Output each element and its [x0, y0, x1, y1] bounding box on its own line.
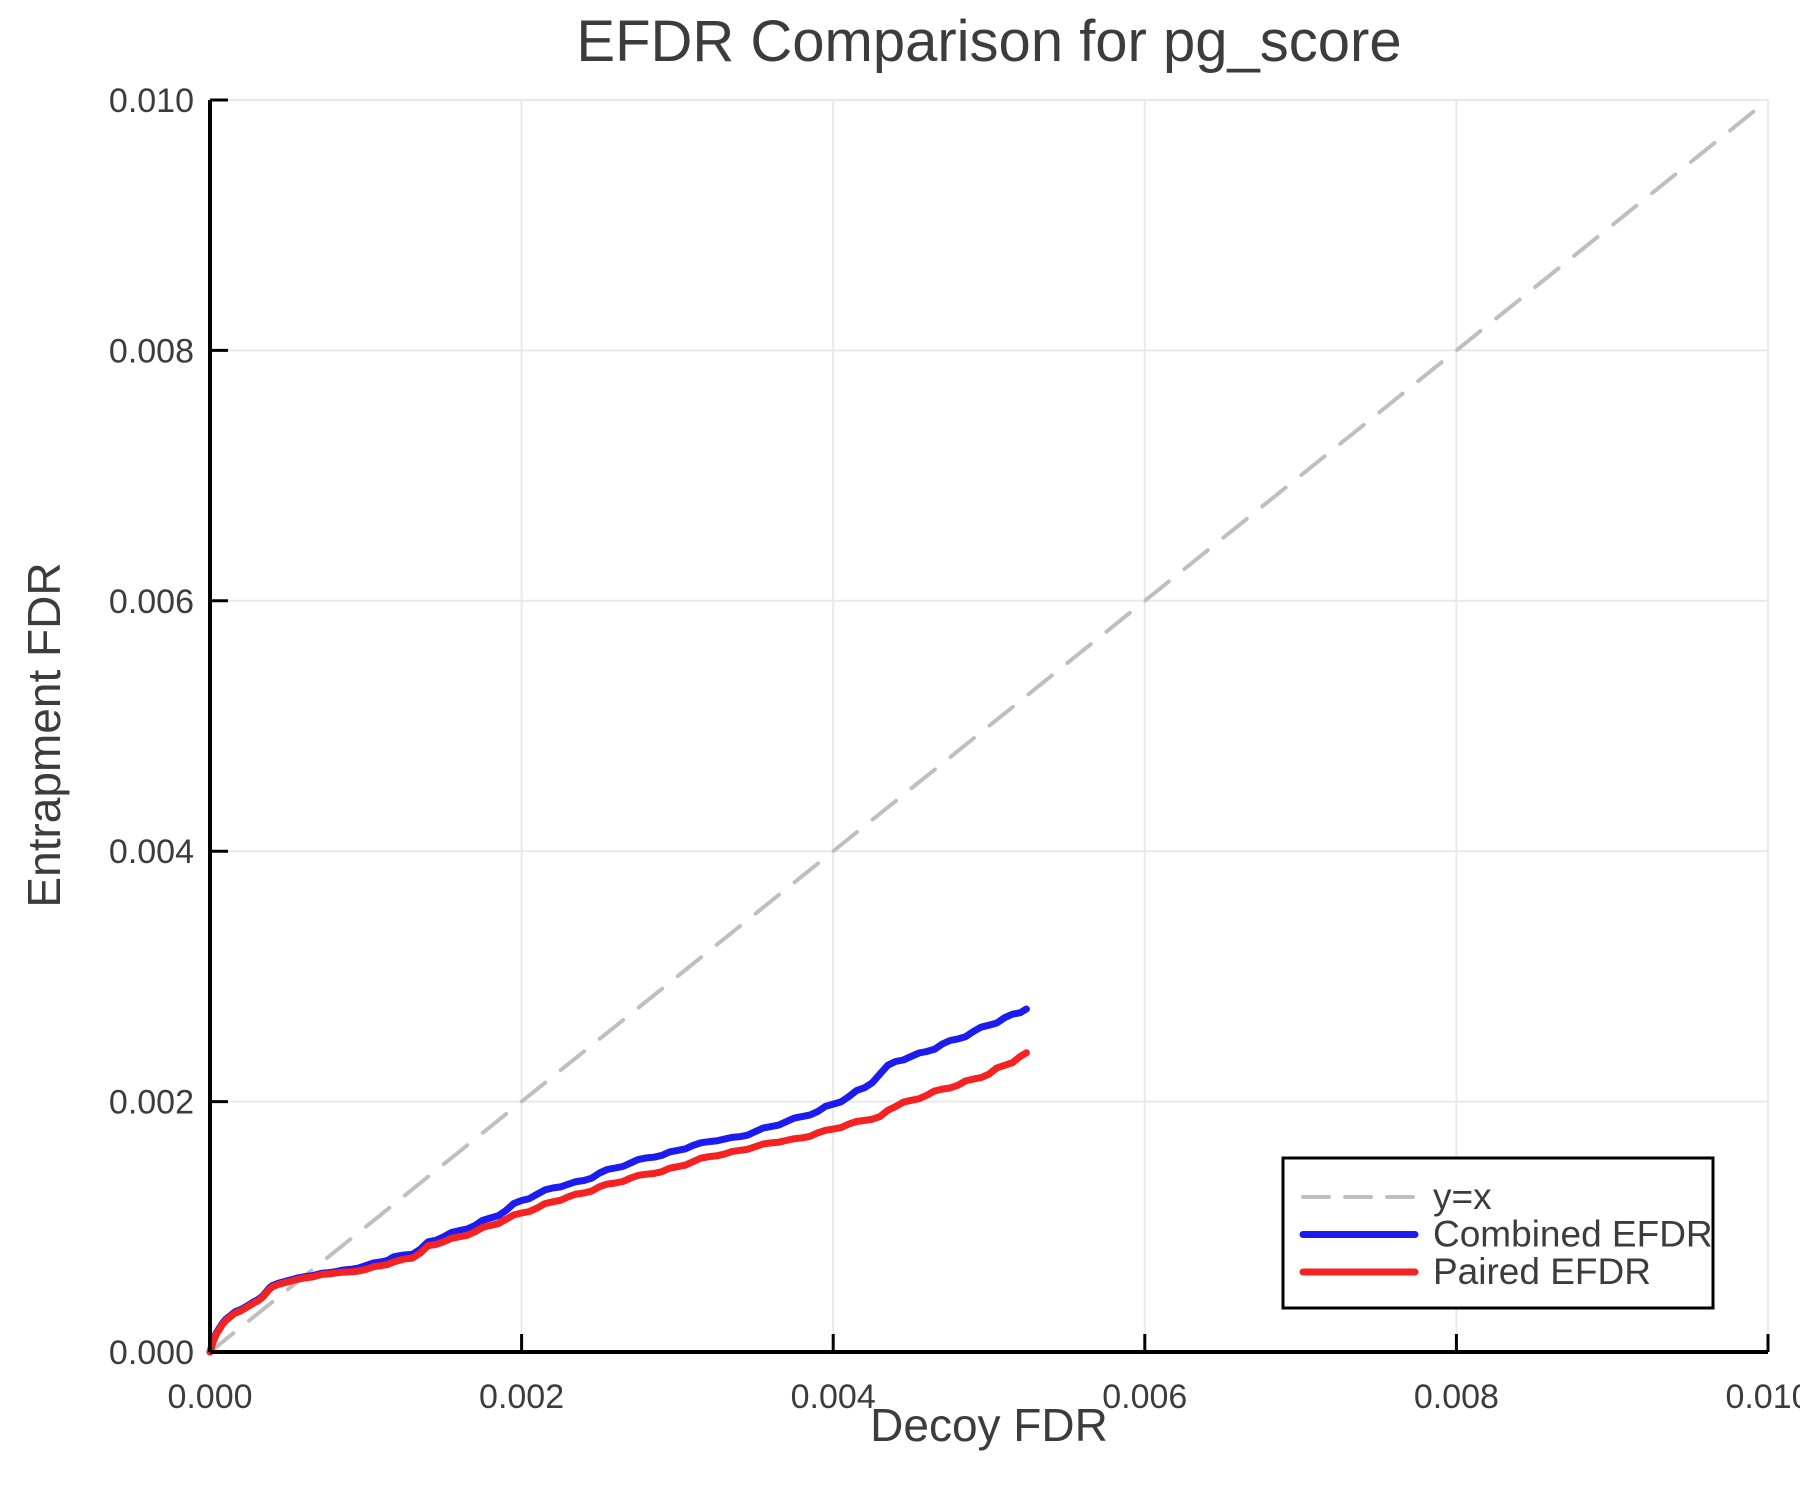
y-x-line — [208, 98, 1770, 1354]
x-tick-label: 0.010 — [1725, 1378, 1800, 1416]
legend-label: Combined EFDR — [1433, 1214, 1713, 1255]
x-tick-label: 0.000 — [167, 1378, 252, 1416]
legend-label: y=x — [1433, 1176, 1492, 1217]
y-tick-label: 0.010 — [109, 82, 194, 120]
x-tick-label: 0.008 — [1414, 1378, 1499, 1416]
y-tick-label: 0.002 — [109, 1084, 194, 1122]
y-tick-label: 0.000 — [109, 1334, 194, 1372]
y-tick-label: 0.004 — [109, 833, 194, 871]
x-tick-label: 0.006 — [1102, 1378, 1187, 1416]
y-tick-label: 0.006 — [109, 583, 194, 621]
y-tick-label: 0.008 — [109, 332, 194, 370]
x-tick-label: 0.004 — [791, 1378, 876, 1416]
legend-label: Paired EFDR — [1433, 1251, 1651, 1292]
chart-title: EFDR Comparison for pg_score — [576, 9, 1402, 74]
x-tick-label: 0.002 — [479, 1378, 564, 1416]
paired-efdr-line — [206, 1049, 1030, 1356]
x-axis-label: Decoy FDR — [870, 1399, 1108, 1451]
